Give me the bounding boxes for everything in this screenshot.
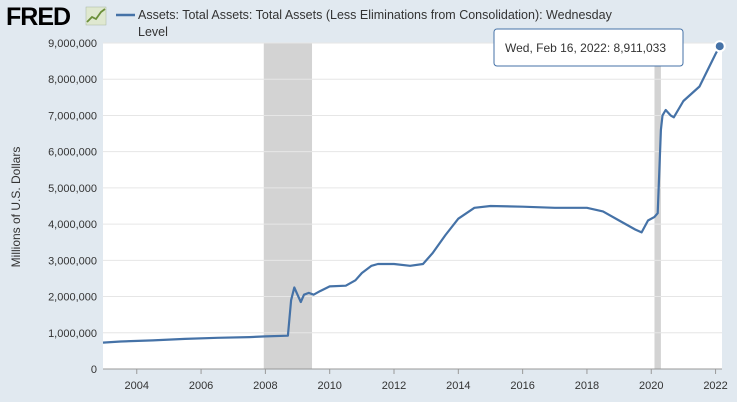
tooltip: Wed, Feb 16, 2022: 8,911,033 [493, 28, 684, 67]
x-tick-label: 2020 [639, 380, 663, 392]
x-tick-label: 2008 [253, 380, 277, 392]
tooltip-box [493, 28, 684, 67]
y-tick-label: 3,000,000 [48, 255, 97, 267]
tooltip-text: Wed, Feb 16, 2022: 8,911,033 [505, 41, 666, 55]
x-tick-label: 2004 [125, 380, 149, 392]
legend: Assets: Total Assets: Total Assets (Less… [116, 8, 613, 39]
series-line-total-assets[interactable] [102, 45, 721, 344]
y-tick-label: 9,000,000 [48, 38, 97, 50]
tooltip-value: 8,911,033 [614, 41, 667, 55]
y-axis-ticks: 0 1,000,000 2,000,000 3,000,000 4,000,000 5,0… [48, 38, 97, 376]
fred-logo: FRED [6, 3, 107, 31]
tooltip-label: Wed, Feb 16, 2022: [505, 41, 610, 55]
y-tick-label: 1,000,000 [48, 328, 97, 340]
legend-line2: Level [138, 25, 168, 39]
legend-line1: Assets: Total Assets: Total Assets (Less… [138, 8, 613, 22]
y-tick-label: 2,000,000 [48, 292, 97, 304]
plot-area: 0 1,000,000 2,000,000 3,000,000 4,000,000 5,0… [48, 38, 728, 392]
fred-logo-graph-icon [85, 6, 107, 26]
recession-band-0 [263, 43, 313, 369]
y-axis-label: Millions of U.S. Dollars [9, 147, 23, 268]
x-tick-label: 2016 [510, 380, 534, 392]
x-tick-label: 2010 [317, 380, 341, 392]
y-tick-label: 5,000,000 [48, 183, 97, 195]
x-tick-label: 2022 [703, 380, 727, 392]
x-tick-label: 2012 [382, 380, 406, 392]
y-tick-label: 0 [91, 364, 97, 376]
hover-point[interactable] [713, 40, 726, 53]
x-axis-ticks: 2004 2006 2008 2010 2012 2014 2016 2018 2020 2022 [103, 368, 728, 392]
x-tick-label: 2018 [575, 380, 599, 392]
plot-background [103, 43, 722, 369]
y-tick-label: 6,000,000 [48, 147, 97, 159]
x-tick-label: 2014 [446, 380, 470, 392]
y-tick-label: 7,000,000 [48, 110, 97, 122]
y-tick-label: 4,000,000 [48, 219, 97, 231]
y-tick-label: 8,000,000 [48, 74, 97, 86]
fred-logo-text: FRED [6, 3, 70, 31]
x-tick-label: 2006 [189, 380, 213, 392]
